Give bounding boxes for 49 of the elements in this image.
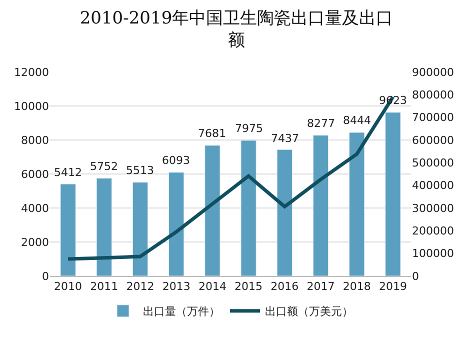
data-label: 7681 [198,127,226,140]
bar [240,140,256,276]
x-tick-label: 2012 [126,280,154,294]
y-tick-label: 10000 [14,100,49,113]
y2-tick-label: 100000 [412,247,454,260]
x-tick-label: 2011 [90,280,118,294]
data-label: 7437 [271,132,299,145]
y-tick-label: 2000 [21,236,49,249]
y-tick-label: 4000 [21,202,49,215]
data-label: 8444 [343,114,371,127]
y2-tick-label: 200000 [412,224,454,238]
y2-tick-label: 800000 [412,88,454,102]
legend-label: 出口额（万美元） [265,305,353,318]
bar [312,135,329,276]
y-tick-label: 8000 [21,134,49,147]
bar [385,112,401,276]
x-tick-label: 2018 [342,280,371,294]
bar [276,149,292,276]
bar [349,132,365,276]
x-tick-label: 2017 [306,280,335,294]
x-tick-label: 2010 [54,280,82,294]
bar [204,145,220,276]
legend-label: 出口量（万件） [143,305,220,318]
bar [60,184,76,276]
y2-tick-label: 500000 [412,156,454,170]
data-label: 5752 [90,160,118,173]
y-tick-label: 12000 [14,66,49,79]
y2-tick-label: 300000 [412,202,454,215]
x-tick-label: 2014 [198,280,226,294]
y2-tick-label: 700000 [412,111,454,124]
data-label: 5412 [54,166,82,179]
data-label: 7975 [235,122,263,135]
data-label: 8277 [307,117,335,130]
data-label: 6093 [162,154,190,167]
x-tick-label: 2019 [378,280,407,294]
x-tick-label: 2013 [162,280,190,294]
bar [132,182,148,276]
y2-tick-label: 600000 [412,134,454,147]
x-tick-label: 2016 [270,280,299,294]
chart-title: 2010-2019年中国卫生陶瓷出口量及出口额 [80,8,394,51]
bar [96,178,112,276]
y-tick-label: 6000 [21,168,49,181]
y2-tick-label: 900000 [412,66,454,79]
data-label: 5513 [126,164,154,177]
y2-tick-label: 0 [412,270,419,283]
y-tick-label: 0 [42,270,49,283]
y2-tick-label: 400000 [412,179,454,192]
bar [168,172,184,276]
x-tick-label: 2015 [234,280,263,294]
